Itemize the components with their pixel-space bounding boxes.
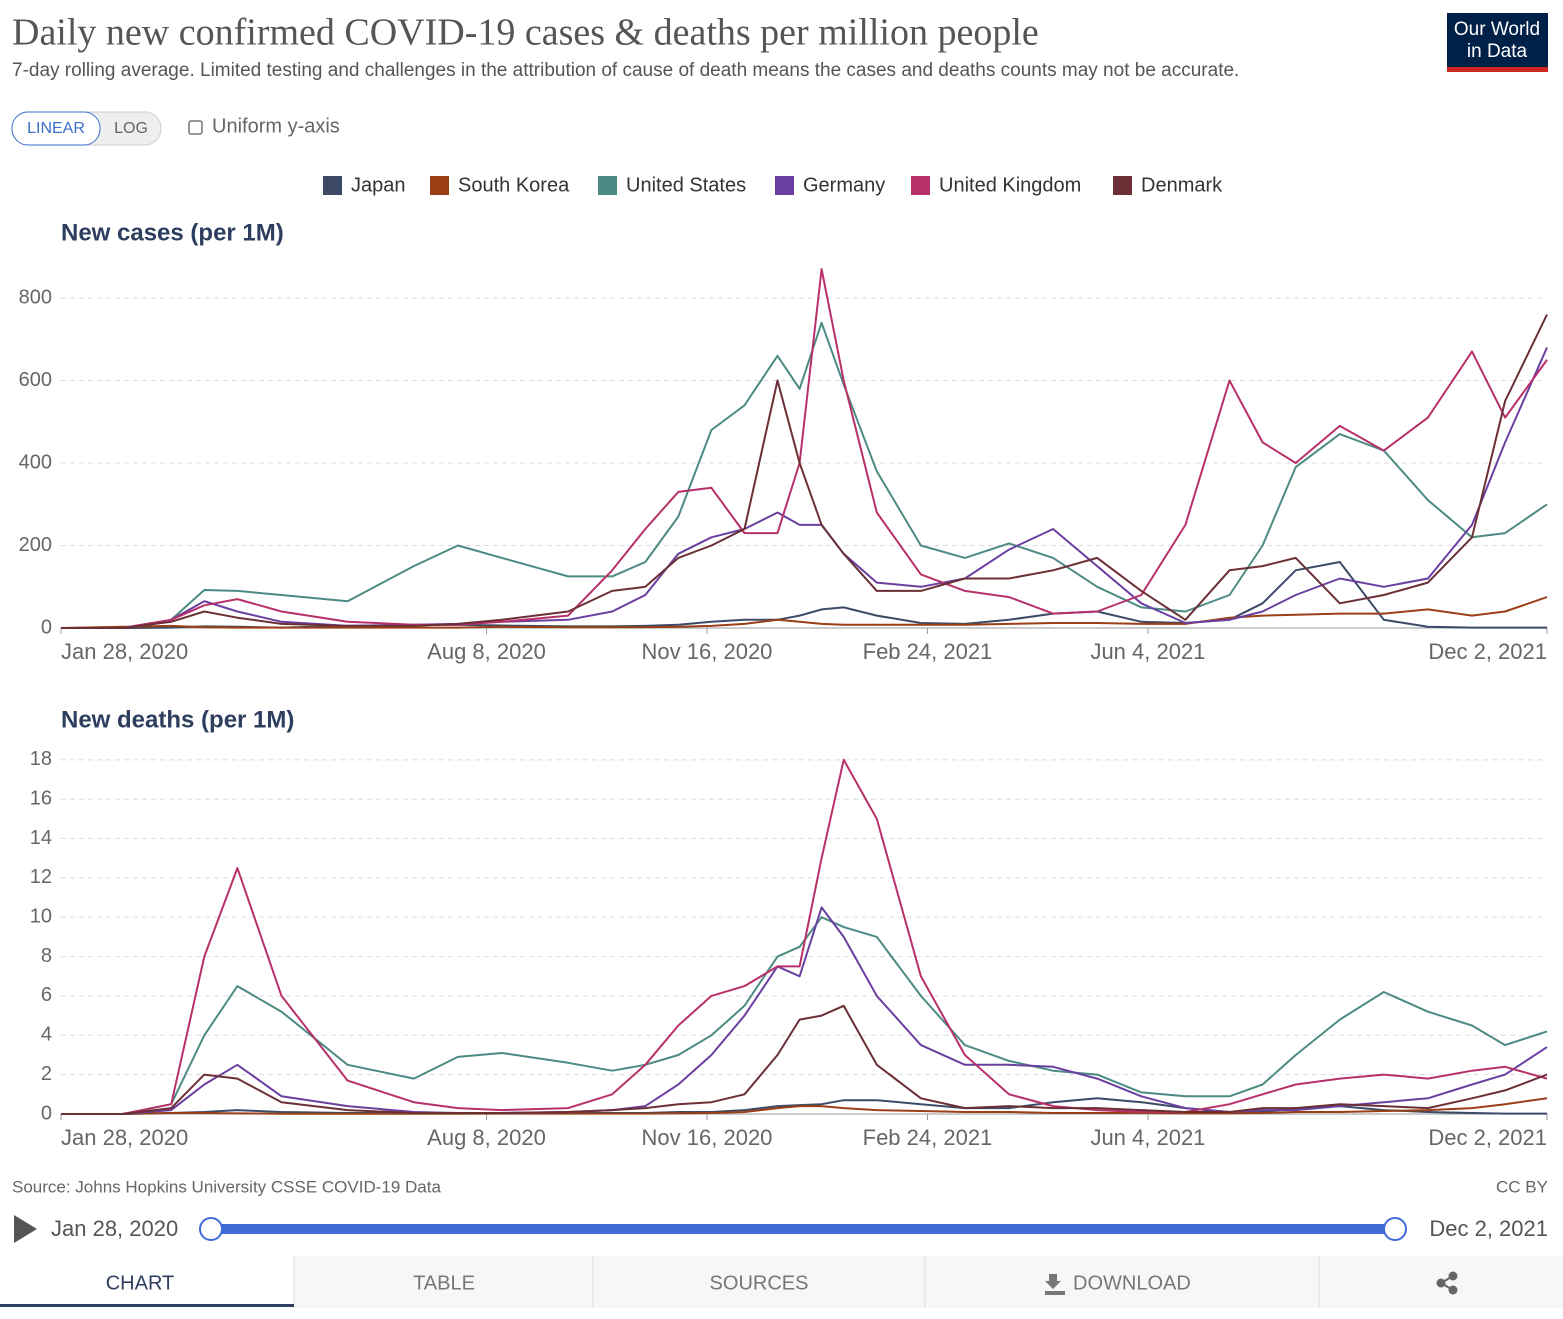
y-tick-label: 2	[41, 1063, 52, 1085]
share-icon[interactable]	[1436, 1271, 1458, 1295]
logo[interactable]: Our World in Data	[1447, 13, 1548, 72]
logo-text: Our World	[1454, 19, 1540, 40]
logo-bar	[1447, 67, 1548, 72]
timeline-end: Dec 2, 2021	[1429, 1216, 1548, 1241]
timeline-start: Jan 28, 2020	[51, 1216, 178, 1241]
x-tick-label: Jan 28, 2020	[61, 639, 188, 664]
tab-chart[interactable]: CHART	[106, 1272, 175, 1294]
uniform-label[interactable]: Uniform y-axis	[212, 115, 340, 137]
x-tick-label: Feb 24, 2021	[863, 639, 993, 664]
legend-label: United States	[626, 174, 746, 196]
y-tick-label: 400	[19, 451, 52, 473]
series-line	[61, 268, 1548, 629]
scale-toggle: LINEAR LOG Uniform y-axis	[11, 111, 340, 146]
legend-swatch	[911, 176, 930, 195]
subtitle: 7-day rolling average. Limited testing a…	[12, 60, 1239, 81]
legend-swatch	[430, 176, 449, 195]
timeline-handle[interactable]	[199, 1217, 223, 1241]
y-tick-label: 10	[30, 906, 52, 928]
y-tick-label: 8	[41, 945, 52, 967]
timeline: Jan 28, 2020 Dec 2, 2021	[14, 1215, 1548, 1243]
legend-swatch	[775, 176, 794, 195]
legend-label: Denmark	[1141, 174, 1223, 196]
tab-table[interactable]: TABLE	[413, 1272, 475, 1294]
x-tick-label: Jun 4, 2021	[1090, 639, 1205, 664]
plots: New cases (per 1M) 0 200 400 600 800 Jan 28, 2…	[19, 219, 1548, 1150]
timeline-handle[interactable]	[1383, 1217, 1407, 1241]
y-tick-label: 0	[41, 1102, 52, 1124]
tab-bar: CHART TABLE SOURCES DOWNLOAD	[0, 1256, 1563, 1308]
tab-download[interactable]: DOWNLOAD	[1073, 1272, 1191, 1294]
source: Source: Johns Hopkins University CSSE CO…	[12, 1177, 441, 1196]
legend-label: Japan	[351, 174, 406, 196]
panel-title: New cases (per 1M)	[61, 219, 284, 246]
legend: Japan South Korea United States Germany Unit…	[323, 174, 1223, 196]
linear-label[interactable]: LINEAR	[27, 120, 85, 137]
x-tick-label: Nov 16, 2020	[642, 639, 773, 664]
y-tick-label: 14	[30, 827, 52, 849]
linear-button[interactable]	[11, 111, 101, 146]
legend-label: South Korea	[458, 174, 570, 196]
y-tick-label: 0	[41, 616, 52, 638]
license[interactable]: CC BY	[1496, 1177, 1548, 1196]
legend-label: United Kingdom	[939, 174, 1081, 196]
x-tick-label: Nov 16, 2020	[642, 1125, 773, 1150]
series-line	[61, 758, 1548, 1115]
y-tick-label: 12	[30, 866, 52, 888]
x-tick-label: Dec 2, 2021	[1428, 1125, 1547, 1150]
y-tick-label: 6	[41, 984, 52, 1006]
series-line	[61, 314, 1548, 629]
title: Daily new confirmed COVID-19 cases & dea…	[12, 12, 1039, 54]
legend-label: Germany	[803, 174, 885, 196]
series-line	[61, 906, 1548, 1115]
timeline-track[interactable]	[211, 1224, 1395, 1234]
log-button[interactable]: LOG	[114, 120, 148, 137]
x-tick-label: Aug 8, 2020	[427, 1125, 546, 1150]
uniform-checkbox[interactable]	[188, 120, 203, 135]
x-tick-label: Jan 28, 2020	[61, 1125, 188, 1150]
download-icon	[1045, 1274, 1065, 1295]
series-line	[61, 916, 1548, 1115]
series-line	[61, 1097, 1548, 1115]
y-tick-label: 4	[41, 1024, 52, 1046]
x-tick-label: Feb 24, 2021	[863, 1125, 993, 1150]
legend-swatch	[323, 176, 342, 195]
y-tick-label: 18	[30, 748, 52, 770]
y-tick-label: 200	[19, 534, 52, 556]
series-line	[61, 321, 1548, 629]
tab-underline	[0, 1304, 294, 1307]
tab-sources[interactable]: SOURCES	[710, 1272, 809, 1294]
series-line	[61, 1004, 1548, 1115]
panel-title: New deaths (per 1M)	[61, 706, 294, 733]
x-tick-label: Aug 8, 2020	[427, 639, 546, 664]
play-button[interactable]	[14, 1215, 37, 1243]
logo-box	[1447, 13, 1548, 72]
series-line	[60, 596, 1548, 629]
tab-active-bg	[0, 1256, 294, 1308]
y-tick-label: 600	[19, 369, 52, 391]
logo-text: in Data	[1467, 41, 1528, 62]
x-tick-label: Jun 4, 2021	[1090, 1125, 1205, 1150]
x-tick-label: Dec 2, 2021	[1428, 639, 1547, 664]
y-tick-label: 800	[19, 286, 52, 308]
legend-swatch	[598, 176, 617, 195]
legend-swatch	[1113, 176, 1132, 195]
y-tick-label: 16	[30, 787, 52, 809]
